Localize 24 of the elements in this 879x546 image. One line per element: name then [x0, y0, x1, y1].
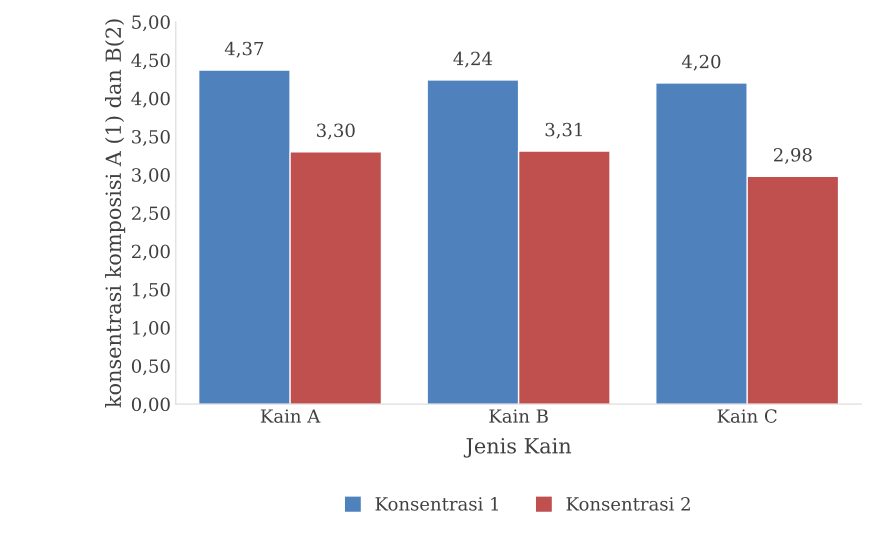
data-label: 4,20 — [682, 54, 720, 71]
data-label: 3,30 — [317, 124, 355, 140]
y-axis-title: konsentrasi komposisi A (1) dan B(2) — [105, 19, 126, 408]
y-tick-label: 2,00 — [132, 244, 170, 260]
x-tick-label: Kain C — [718, 409, 777, 423]
x-axis-title: Jenis Kain — [464, 438, 572, 458]
y-tick-label: 2,50 — [132, 206, 170, 222]
y-tick-label: 3,00 — [132, 168, 170, 184]
x-tick-label: Kain A — [260, 409, 320, 423]
y-tick-label: 4,50 — [131, 54, 170, 70]
y-tick-label: 3,50 — [132, 130, 170, 146]
legend-label: Konsentrasi 2 — [566, 497, 690, 511]
y-tick-label: 0,50 — [132, 359, 170, 376]
y-tick-label: 4,00 — [131, 92, 170, 108]
data-label: 4,24 — [453, 52, 492, 68]
data-label: 2,98 — [774, 148, 812, 164]
y-tick-label: 5,00 — [132, 15, 170, 32]
y-tick-label: 1,00 — [132, 321, 170, 337]
legend-label: Konsentrasi 1 — [376, 497, 498, 511]
data-label: 4,37 — [224, 42, 264, 58]
y-tick-label: 1,50 — [132, 282, 170, 299]
y-tick-label: 0,00 — [132, 398, 170, 414]
x-tick-label: Kain B — [489, 409, 548, 423]
data-label: 3,31 — [546, 122, 582, 139]
